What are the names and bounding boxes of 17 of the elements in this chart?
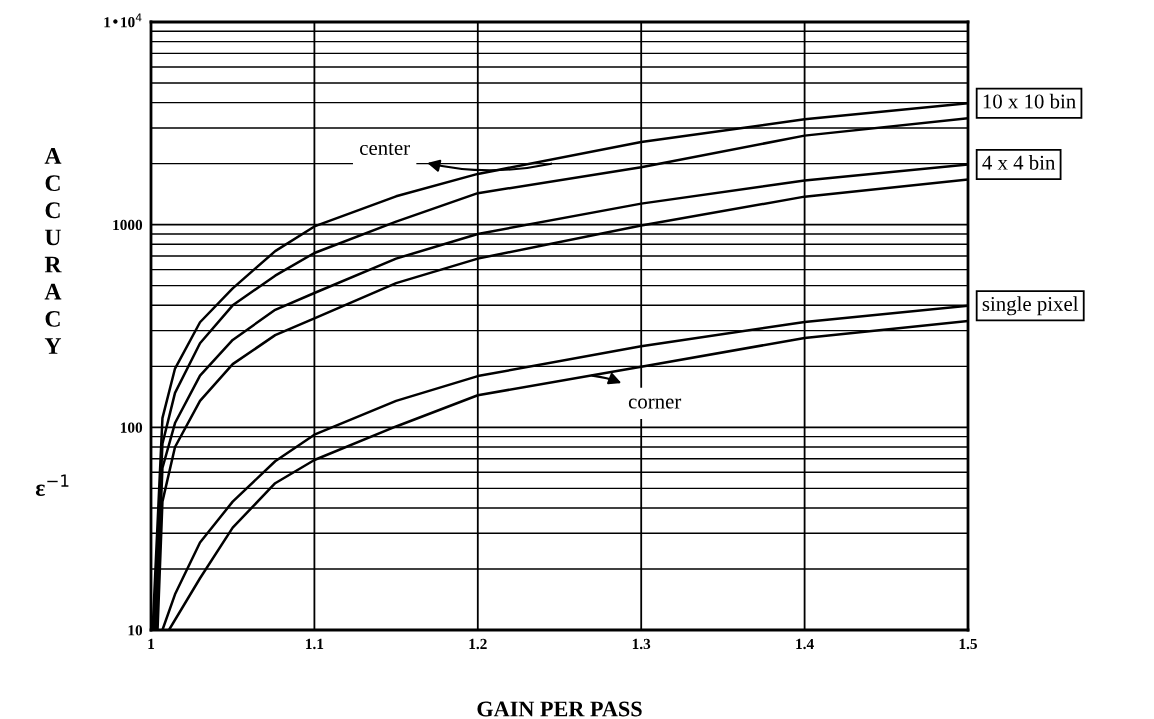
y-tick-label: 1000 (113, 219, 143, 231)
x-tick-label: 1.2 (469, 638, 487, 650)
series-label: 4 x 4 bin (982, 155, 1056, 170)
y-tick-label: 1•10$^{4}$ (104, 13, 142, 28)
annotation: center (360, 143, 410, 155)
series-label: single pixel (982, 296, 1079, 316)
annotation: corner (628, 398, 682, 409)
x-axis-title: GAIN PER PASS (477, 701, 642, 717)
x-tick-label: 1.5 (959, 638, 977, 650)
text: ACCURACY ε$^{−1}$ (35, 148, 69, 496)
x-tick-label: 1.3 (632, 638, 651, 650)
x-tick-label: 1.4 (796, 638, 814, 650)
x-tick-label: 1 (148, 638, 155, 649)
y-tick-label: 10 (128, 625, 143, 636)
y-tick-label: 100 (120, 422, 143, 433)
x-tick-label: 1.1 (306, 638, 324, 650)
series-label: 10 x 10 bin (983, 93, 1076, 109)
